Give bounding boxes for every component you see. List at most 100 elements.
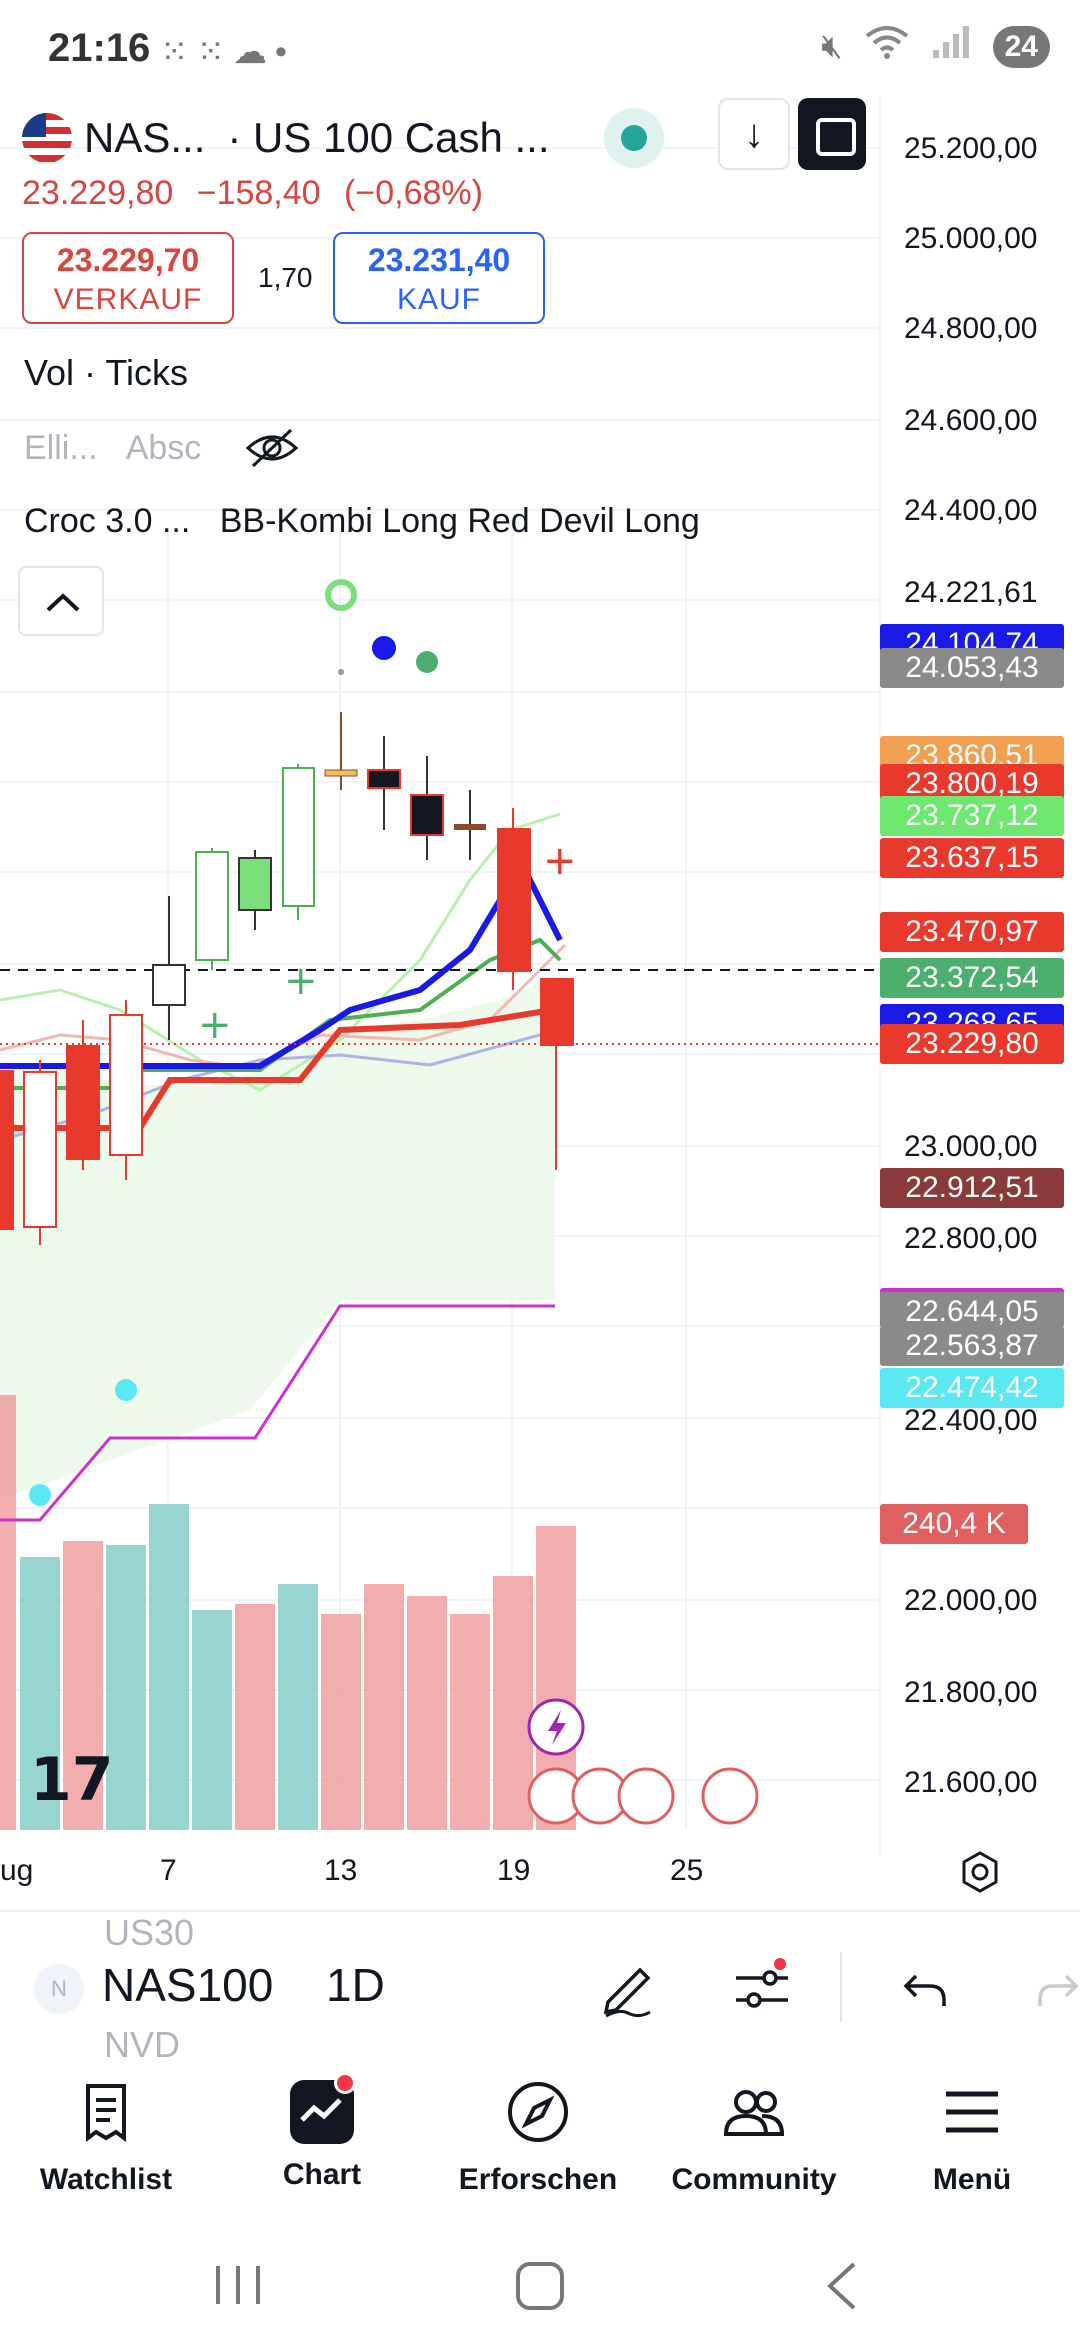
status-bar: 21:16 ⁙⁙☁• 🔇︎ 24 xyxy=(0,0,1080,96)
redo-icon[interactable] xyxy=(1036,1960,1080,2016)
price-tag: 23.229,80 xyxy=(880,1024,1064,1064)
compass-icon xyxy=(508,2082,568,2142)
signal-dot-green xyxy=(416,651,438,673)
indicator-legend[interactable]: BB-Kombi Long Red Devil Long xyxy=(219,502,700,540)
indicator-legend-row[interactable]: Elli... Absc xyxy=(24,428,299,468)
candle xyxy=(238,857,272,911)
grid-icon: ⁙ xyxy=(196,33,233,71)
battery-indicator: 24 xyxy=(992,25,1050,68)
signal-icon xyxy=(931,24,971,69)
candle xyxy=(454,824,486,830)
price-change-row: 23.229,80 −158,40 (−0,68%) xyxy=(22,174,497,213)
candle xyxy=(195,851,229,961)
price-tag: 22.644,05 xyxy=(880,1288,1064,1328)
nav-label: Chart xyxy=(282,2158,362,2191)
candle xyxy=(66,1045,100,1160)
time-axis-label: ug xyxy=(0,1854,34,1887)
price-tag: 23.737,12 xyxy=(880,796,1064,836)
price-axis-label: 25.200,00 xyxy=(904,132,1038,165)
community-icon xyxy=(723,2090,785,2136)
time-axis-label: 7 xyxy=(160,1854,177,1887)
bb-lower-line xyxy=(0,1304,555,1522)
event-markers xyxy=(527,1698,759,1825)
undo-icon[interactable] xyxy=(900,1960,950,2016)
eye-off-icon[interactable] xyxy=(245,428,299,468)
fullscreen-button[interactable] xyxy=(798,98,866,170)
candle xyxy=(0,1070,14,1230)
light-blue-line xyxy=(0,1023,566,1142)
symbol-row[interactable]: NAS... · US 100 Cash ... xyxy=(22,108,550,168)
cloud-icon: ☁ xyxy=(233,33,275,71)
price-tag: 22.563,87 xyxy=(880,1326,1064,1366)
notification-dot xyxy=(334,2072,356,2094)
chart-canvas[interactable]: + + + 17 xyxy=(0,96,1080,1856)
svg-text:17: 17 xyxy=(30,1745,114,1815)
interval-selector[interactable]: 1D xyxy=(326,1959,385,2011)
indicator-legend[interactable]: Croc 3.0 ... xyxy=(24,502,191,540)
volume-bar xyxy=(235,1604,275,1830)
sell-button[interactable]: 23.229,70 VERKAUF xyxy=(22,232,234,324)
price-axis-label: 24.221,61 xyxy=(904,576,1038,609)
symbol-avatar[interactable]: N xyxy=(34,1964,84,2014)
price-tag: 23.470,97 xyxy=(880,912,1064,952)
back-icon[interactable] xyxy=(820,2260,864,2312)
us-event-icon xyxy=(701,1767,759,1825)
volume-bar xyxy=(278,1584,318,1830)
red-line xyxy=(0,1007,561,1131)
nav-community[interactable]: Community xyxy=(654,2080,854,2197)
candle xyxy=(152,964,186,1006)
indicator-legend[interactable]: Absc xyxy=(125,428,202,467)
volume-bar xyxy=(493,1576,533,1830)
collapse-legend-button[interactable] xyxy=(18,566,104,636)
candle xyxy=(109,1014,143,1156)
indicators-settings-icon[interactable] xyxy=(730,1956,794,2020)
buy-price: 23.231,40 xyxy=(367,242,511,278)
status-icons: ⁙⁙☁• xyxy=(160,32,295,72)
price-tag: 22.912,51 xyxy=(880,1168,1064,1208)
mute-icon: 🔇︎ xyxy=(821,27,843,65)
grid-icon: ⁙ xyxy=(160,33,197,71)
indicator-legend-row[interactable]: Croc 3.0 ... BB-Kombi Long Red Devil Lon… xyxy=(24,502,700,541)
price-axis-label: 24.600,00 xyxy=(904,404,1038,437)
pencil-icon[interactable] xyxy=(596,1956,660,2020)
buy-button[interactable]: 23.231,40 KAUF xyxy=(333,232,545,324)
plus-marker-red: + xyxy=(543,838,577,884)
nav-label: Watchlist xyxy=(39,2163,173,2196)
volume-bar xyxy=(407,1596,447,1830)
recent-apps-icon[interactable] xyxy=(210,2260,266,2310)
volume-tag: 240,4 K xyxy=(880,1504,1028,1544)
price-axis-label: 22.000,00 xyxy=(904,1584,1038,1617)
system-navigation-bar xyxy=(0,2230,1080,2340)
volume-indicator-legend[interactable]: Vol · Ticks xyxy=(24,352,189,393)
home-icon[interactable] xyxy=(514,2260,566,2312)
nav-menu[interactable]: Menü xyxy=(872,2080,1072,2197)
volume-bar xyxy=(63,1541,103,1830)
us-flag-icon xyxy=(22,113,72,163)
candle xyxy=(282,767,315,907)
price-axis-label: 24.800,00 xyxy=(904,312,1038,345)
symbol-name[interactable]: NAS... xyxy=(84,114,206,161)
price-axis-label: 21.800,00 xyxy=(904,1676,1038,1709)
download-button[interactable]: ↓ xyxy=(718,98,790,170)
price-axis-label: 23.000,00 xyxy=(904,1130,1038,1163)
last-price: 23.229,80 xyxy=(22,174,174,212)
nav-explore[interactable]: Erforschen xyxy=(438,2080,638,2197)
nav-chart[interactable]: Chart xyxy=(222,2072,422,2192)
previous-symbol[interactable]: US30 xyxy=(104,1912,195,1953)
next-symbol[interactable]: NVD xyxy=(104,2024,181,2062)
nav-label: Menü xyxy=(932,2163,1012,2196)
volume-bar xyxy=(192,1610,232,1830)
signal-dot-cyan xyxy=(115,1379,137,1401)
nav-watchlist[interactable]: Watchlist xyxy=(6,2080,206,2197)
symbol-selector[interactable]: NAS100 xyxy=(102,1959,274,2011)
price-tag: 23.372,54 xyxy=(880,958,1064,998)
time-axis-label: 13 xyxy=(324,1854,358,1887)
wifi-icon xyxy=(865,24,909,69)
symbol-description[interactable]: · US 100 Cash ... xyxy=(227,114,550,161)
bottom-navigation: Watchlist Chart Erforschen Community Men… xyxy=(0,2062,1080,2222)
chart-settings-icon[interactable] xyxy=(958,1850,1002,1894)
price-axis-label: 24.400,00 xyxy=(904,494,1038,527)
signal-ring-marker xyxy=(325,579,357,611)
indicator-legend[interactable]: Elli... xyxy=(24,428,98,467)
price-tag: 24.053,43 xyxy=(880,648,1064,688)
